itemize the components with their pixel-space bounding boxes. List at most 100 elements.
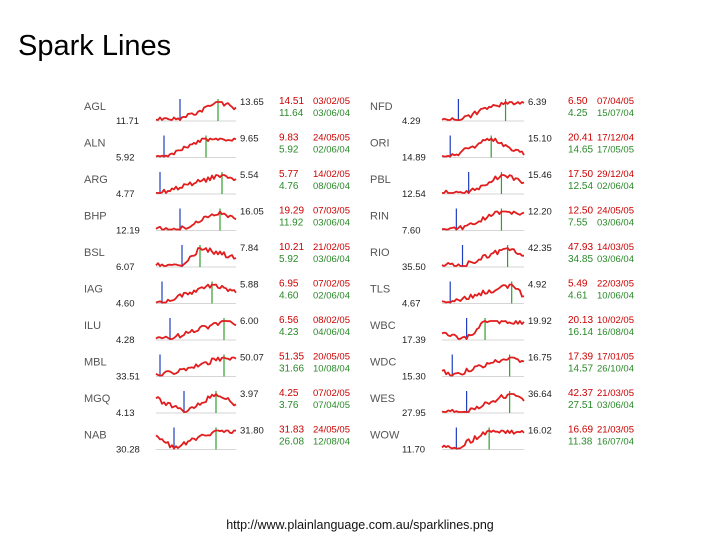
low-date: 26/10/04 (597, 364, 634, 375)
end-value: 12.20 (528, 207, 552, 218)
end-value: 15.46 (528, 170, 552, 181)
high-value: 4.25 (279, 388, 299, 399)
start-value: 27.95 (402, 408, 426, 419)
high-date: 21/02/05 (313, 242, 350, 253)
slide-title: Spark Lines (18, 30, 172, 62)
high-value: 6.95 (279, 279, 299, 290)
high-value: 20.13 (568, 315, 593, 326)
high-date: 17/01/05 (597, 352, 634, 363)
sparkline-wes (441, 393, 525, 413)
sparkline-mbl (155, 356, 237, 377)
start-value: 35.50 (402, 262, 426, 273)
high-value: 31.83 (279, 425, 304, 436)
stock-code: AGL (84, 101, 106, 113)
high-value: 47.93 (568, 242, 593, 253)
high-value: 51.35 (279, 352, 304, 363)
end-value: 50.07 (240, 353, 264, 364)
low-date: 03/06/04 (313, 254, 350, 265)
low-date: 02/06/04 (313, 145, 350, 156)
low-date: 15/07/04 (597, 108, 634, 119)
start-value: 30.28 (116, 445, 140, 456)
sparkline-ori (441, 137, 525, 158)
stock-code: BHP (84, 211, 107, 223)
end-value: 31.80 (240, 426, 264, 437)
end-value: 5.54 (240, 170, 259, 181)
low-date: 03/06/04 (597, 400, 634, 411)
start-value: 12.54 (402, 189, 426, 200)
start-value: 33.51 (116, 372, 140, 383)
low-value: 3.76 (279, 400, 299, 411)
high-value: 5.77 (279, 169, 299, 180)
high-value: 19.29 (279, 206, 304, 217)
low-date: 04/06/04 (313, 327, 350, 338)
stock-code: ORI (370, 138, 390, 150)
high-date: 29/12/04 (597, 169, 634, 180)
start-value: 11.71 (116, 116, 139, 127)
high-value: 42.37 (568, 388, 593, 399)
low-value: 14.57 (568, 364, 593, 375)
low-value: 4.23 (279, 327, 299, 338)
end-value: 7.84 (240, 243, 259, 254)
sparkline-nab (155, 429, 237, 450)
low-date: 02/06/04 (597, 181, 634, 192)
low-date: 03/06/04 (597, 218, 634, 229)
low-value: 27.51 (568, 400, 593, 411)
high-date: 14/03/05 (597, 242, 634, 253)
start-value: 4.67 (402, 299, 421, 310)
stock-code: RIN (370, 211, 389, 223)
sparkline-pbl (442, 174, 525, 194)
end-value: 36.64 (528, 389, 552, 400)
high-value: 12.50 (568, 206, 593, 217)
stock-code: RIO (370, 247, 390, 259)
end-value: 16.02 (528, 426, 552, 437)
low-value: 14.65 (568, 145, 593, 156)
sparkline-arg (155, 174, 237, 194)
end-value: 19.92 (528, 316, 552, 327)
low-value: 7.55 (568, 218, 588, 229)
low-value: 4.76 (279, 181, 299, 192)
high-date: 24/05/05 (313, 425, 350, 436)
high-value: 20.41 (568, 133, 593, 144)
sparkline-rio (441, 247, 524, 267)
start-value: 5.92 (116, 153, 135, 164)
high-value: 10.21 (279, 242, 304, 253)
high-date: 24/05/05 (313, 133, 350, 144)
stock-code: WOW (370, 430, 400, 442)
low-date: 10/06/04 (597, 291, 634, 302)
sparkline-aln (155, 137, 237, 158)
sparkline-mgq (155, 393, 237, 413)
high-date: 20/05/05 (313, 352, 350, 363)
sparkline-wow (441, 429, 525, 450)
start-value: 4.28 (116, 335, 135, 346)
low-value: 34.85 (568, 254, 593, 265)
stock-code: MGQ (84, 393, 111, 405)
low-date: 17/05/05 (597, 145, 634, 156)
low-date: 07/04/05 (313, 400, 350, 411)
stock-code: PBL (370, 174, 391, 186)
high-date: 07/03/05 (313, 206, 350, 217)
low-value: 31.66 (279, 364, 304, 375)
end-value: 6.00 (240, 316, 259, 327)
end-value: 15.10 (528, 134, 552, 145)
high-value: 6.50 (568, 96, 588, 107)
sparkline-rin (441, 210, 525, 231)
low-value: 4.60 (279, 291, 299, 302)
low-date: 16/07/04 (597, 437, 634, 448)
end-value: 16.05 (240, 207, 264, 218)
start-value: 4.13 (116, 408, 135, 419)
sparkline-tls (441, 283, 525, 304)
start-value: 6.07 (116, 262, 135, 273)
end-value: 9.65 (240, 134, 259, 145)
high-value: 14.51 (279, 96, 304, 107)
high-date: 07/02/05 (313, 279, 350, 290)
high-date: 21/03/05 (597, 425, 634, 436)
low-date: 16/08/04 (597, 327, 634, 338)
high-date: 21/03/05 (597, 388, 634, 399)
sparkline-wdc (441, 356, 525, 377)
low-value: 16.14 (568, 327, 593, 338)
stock-code: ARG (84, 174, 108, 186)
stock-code: NFD (370, 101, 393, 113)
start-value: 4.77 (116, 189, 135, 200)
start-value: 7.60 (402, 226, 421, 237)
